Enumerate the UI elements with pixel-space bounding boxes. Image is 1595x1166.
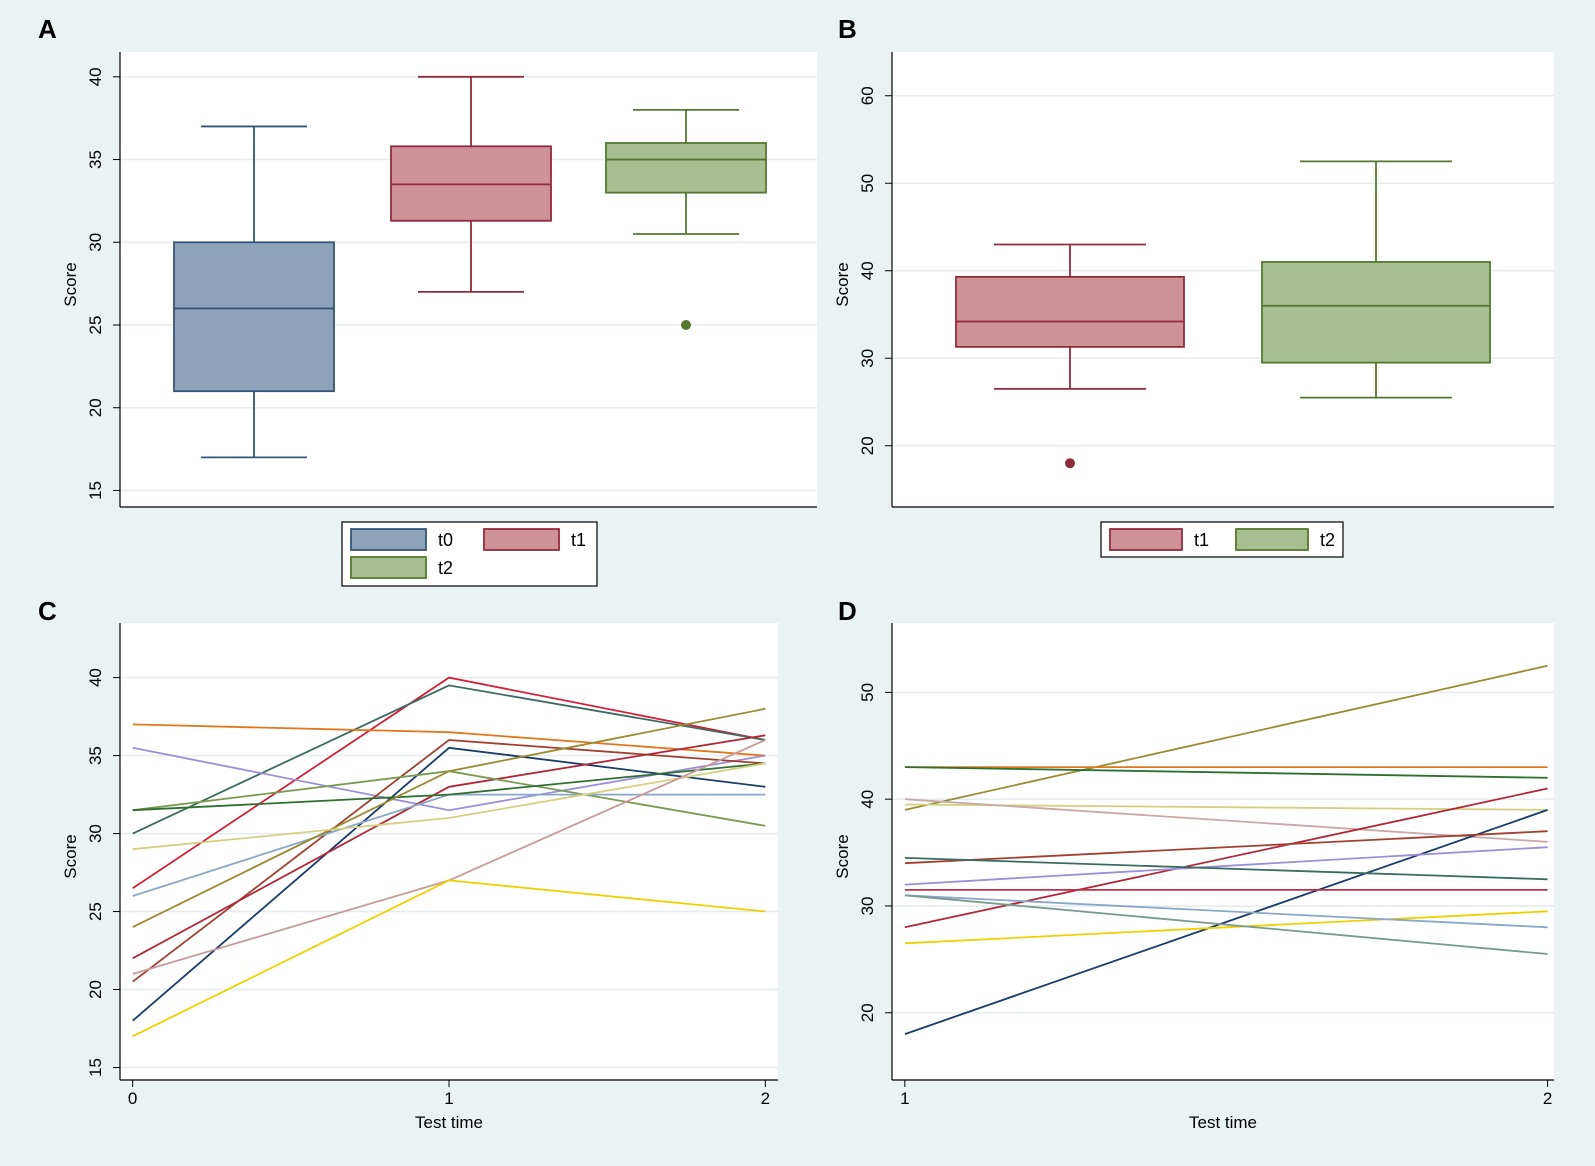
series-line-2 xyxy=(132,684,766,835)
y-tick-label: 20 xyxy=(858,1003,877,1022)
series-line-9 xyxy=(904,846,1548,886)
legend-swatch xyxy=(1235,528,1309,551)
legend-label: t1 xyxy=(571,530,586,550)
panel-a-boxplot: 15 20 25 30 35 40 Score t0 t1 t2 xyxy=(61,52,817,587)
series-line-12 xyxy=(132,762,766,851)
panel-c-line-chart: 15 20 25 30 35 40 Score 0 1 2 Test time xyxy=(61,623,778,1132)
y-axis-label: Score xyxy=(833,262,852,306)
series-line-10 xyxy=(132,762,766,812)
series-line-5 xyxy=(904,798,1548,843)
y-tick-label: 40 xyxy=(86,67,105,86)
y-tick-label: 40 xyxy=(86,668,105,687)
panel-b-boxplot: 20 30 40 50 60 Score t1 t2 xyxy=(833,52,1554,558)
box-t0 xyxy=(173,241,335,393)
series-line-7 xyxy=(132,734,766,960)
legend-swatch xyxy=(350,528,427,551)
legend-swatch xyxy=(483,528,560,551)
outlier-point xyxy=(1065,458,1075,469)
panel-d-line-chart: 20 30 40 50 Score 1 2 Test time xyxy=(833,623,1554,1132)
series-line-1 xyxy=(904,664,1548,811)
y-tick-label: 35 xyxy=(86,150,105,169)
series-line-10 xyxy=(904,857,1548,881)
box-t1 xyxy=(955,275,1185,348)
series-line-6 xyxy=(904,787,1548,929)
plot-area xyxy=(120,623,778,1080)
x-tick-label: 1 xyxy=(444,1089,453,1108)
panel-label-a: A xyxy=(38,14,57,44)
y-tick-label: 60 xyxy=(858,86,877,105)
box-t2 xyxy=(1261,261,1491,364)
y-tick-label: 30 xyxy=(858,896,877,915)
series-line-13 xyxy=(904,894,1548,929)
y-tick-label: 40 xyxy=(858,261,877,280)
y-tick-label: 30 xyxy=(86,233,105,252)
panel-label-d: D xyxy=(838,596,857,626)
y-tick-label: 30 xyxy=(86,824,105,843)
series-line-1 xyxy=(132,676,766,889)
y-tick-label: 40 xyxy=(858,790,877,809)
y-tick-label: 50 xyxy=(858,174,877,193)
box-t2 xyxy=(605,142,767,194)
series-line-12 xyxy=(904,910,1548,945)
x-tick-label: 2 xyxy=(761,1089,770,1108)
series-line-14 xyxy=(904,894,1548,955)
y-tick-label: 20 xyxy=(86,980,105,999)
y-axis-label: Score xyxy=(61,834,80,878)
series-line-8 xyxy=(904,830,1548,865)
panel-label-c: C xyxy=(38,596,57,626)
series-line-4 xyxy=(904,803,1548,811)
x-tick-label: 1 xyxy=(900,1089,909,1108)
legend-label: t2 xyxy=(438,558,453,578)
y-tick-label: 30 xyxy=(858,349,877,368)
y-axis-label: Score xyxy=(61,262,80,306)
panel-label-b: B xyxy=(838,14,857,44)
legend-swatch xyxy=(1109,528,1183,551)
y-tick-label: 50 xyxy=(858,683,877,702)
legend-label: t0 xyxy=(438,530,453,550)
y-axis-label: Score xyxy=(833,834,852,878)
y-tick-label: 35 xyxy=(86,746,105,765)
outlier-point xyxy=(681,320,691,330)
y-tick-label: 20 xyxy=(86,398,105,417)
legend-swatch xyxy=(350,556,427,579)
series-line-3 xyxy=(132,723,766,757)
x-tick-label: 2 xyxy=(1543,1089,1552,1108)
y-tick-label: 20 xyxy=(858,436,877,455)
legend-label: t1 xyxy=(1194,530,1209,550)
plot-area xyxy=(892,623,1554,1080)
x-tick-label: 0 xyxy=(128,1089,137,1108)
legend-label: t2 xyxy=(1320,530,1335,550)
x-axis-label: Test time xyxy=(1189,1113,1257,1132)
series-line-14 xyxy=(132,879,766,1038)
y-tick-label: 15 xyxy=(86,1058,105,1077)
series-line-11 xyxy=(132,707,766,928)
y-tick-label: 25 xyxy=(86,902,105,921)
series-line-7 xyxy=(904,809,1548,1035)
y-tick-label: 15 xyxy=(86,481,105,500)
x-axis-label: Test time xyxy=(415,1113,483,1132)
y-tick-label: 25 xyxy=(86,316,105,335)
series-line-3 xyxy=(904,766,1548,779)
